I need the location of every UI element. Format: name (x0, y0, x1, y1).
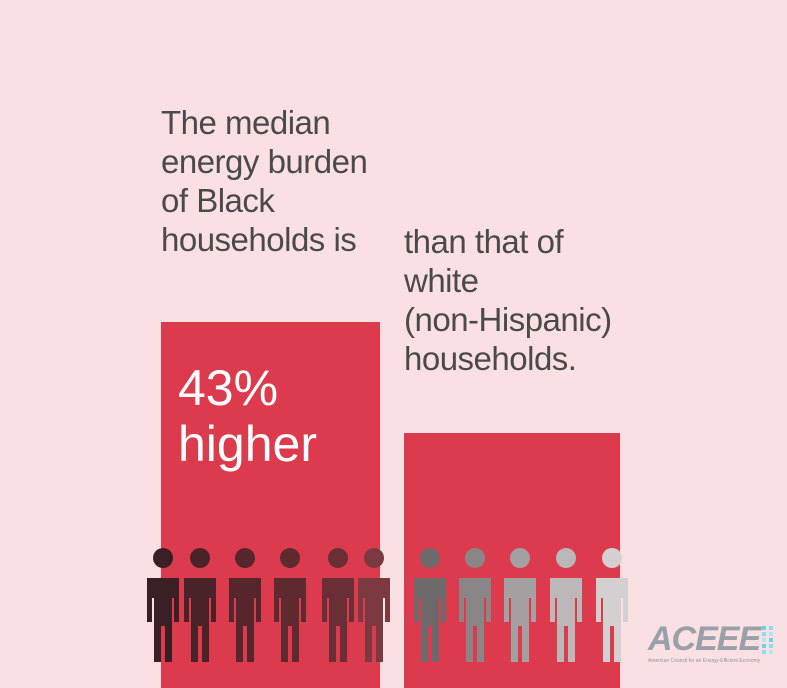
headline-line: of Black (161, 182, 275, 219)
person-figure-icon (358, 548, 390, 662)
logo-dot (769, 632, 773, 636)
logo-dot (762, 638, 766, 642)
comparison-line: households. (404, 340, 577, 377)
headline-line: The median (161, 104, 331, 141)
stat-value: 43% (178, 360, 279, 416)
highlight-stat: 43% higher (178, 360, 317, 472)
logo-dot (762, 650, 766, 654)
headline-line: energy burden (161, 143, 368, 180)
logo-dot (769, 626, 773, 630)
logo-wordmark: ACEEE (648, 620, 761, 658)
logo-dot (762, 644, 766, 648)
logo-tagline: American Council for an Energy-Efficient… (648, 658, 761, 664)
logo-dot (762, 632, 766, 636)
headline-text: The median energy burden of Black househ… (161, 103, 391, 259)
person-figure-icon (414, 548, 446, 662)
aceee-logo: ACEEE American Council for an Energy-Eff… (648, 620, 778, 670)
comparison-text: than that of white (non-Hispanic) househ… (404, 222, 634, 378)
headline-line: households is (161, 221, 357, 258)
person-figure-icon (504, 548, 536, 662)
logo-dots-icon (762, 626, 773, 654)
stat-label: higher (178, 416, 317, 472)
person-figure-icon (147, 548, 179, 662)
comparison-line: white (404, 262, 479, 299)
logo-dot (769, 638, 773, 642)
logo-dot (769, 650, 773, 654)
person-figure-icon (596, 548, 628, 662)
comparison-line: than that of (404, 223, 564, 260)
person-figure-icon (184, 548, 216, 662)
comparison-line: (non-Hispanic) (404, 301, 612, 338)
person-figure-icon (322, 548, 354, 662)
person-figure-icon (550, 548, 582, 662)
person-figure-icon (274, 548, 306, 662)
logo-dot (762, 626, 766, 630)
person-figure-icon (459, 548, 491, 662)
person-figure-icon (229, 548, 261, 662)
logo-dot (769, 644, 773, 648)
